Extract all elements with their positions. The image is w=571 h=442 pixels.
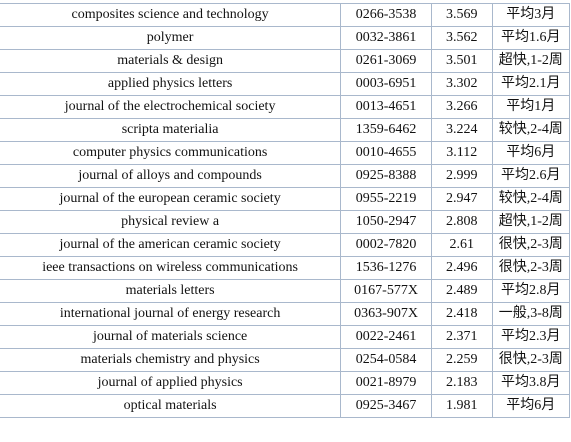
issn: 1359-6462 [340,118,432,142]
review-speed: 平均3月 [491,3,571,27]
journal-name: journal of applied physics [0,371,342,395]
impact-factor: 3.112 [430,141,493,165]
review-speed: 很快,2-3周 [491,256,571,280]
table-row: polymer 0032-3861 3.562 平均1.6月 [0,26,571,50]
issn: 0266-3538 [340,3,432,27]
table-row: international journal of energy research… [0,302,571,326]
issn: 0363-907X [340,302,432,326]
journal-name: journal of alloys and compounds [0,164,342,188]
impact-factor: 3.266 [430,95,493,119]
issn: 0032-3861 [340,26,432,50]
table-row: physical review a 1050-2947 2.808 超快,1-2周 [0,210,571,234]
impact-factor: 2.371 [430,325,493,349]
review-speed: 平均2.8月 [491,279,571,303]
table-row: optical materials 0925-3467 1.981 平均6月 [0,394,571,418]
table-row: journal of the american ceramic society 0… [0,233,571,257]
issn: 0261-3069 [340,49,432,73]
table-row: composites science and technology 0266-35… [0,3,571,27]
table-row: journal of applied physics 0021-8979 2.183… [0,371,571,395]
issn: 1536-1276 [340,256,432,280]
issn: 0925-8388 [340,164,432,188]
table-row: journal of the electrochemical society 00… [0,95,571,119]
impact-factor: 2.947 [430,187,493,211]
impact-factor: 2.999 [430,164,493,188]
impact-factor: 2.183 [430,371,493,395]
issn: 0254-0584 [340,348,432,372]
journal-table: composites science and technology 0266-35… [0,3,571,418]
table-row: ieee transactions on wireless communicat… [0,256,571,280]
journal-name: composites science and technology [0,3,342,27]
review-speed: 平均2.6月 [491,164,571,188]
journal-name: international journal of energy research [0,302,342,326]
journal-name: physical review a [0,210,342,234]
impact-factor: 1.981 [430,394,493,418]
impact-factor: 2.489 [430,279,493,303]
table-row: scripta materialia 1359-6462 3.224 较快,2-4周 [0,118,571,142]
issn: 0955-2219 [340,187,432,211]
table-row: applied physics letters 0003-6951 3.302 平均2… [0,72,571,96]
issn: 0002-7820 [340,233,432,257]
review-speed: 较快,2-4周 [491,118,571,142]
issn: 0013-4651 [340,95,432,119]
table-row: computer physics communications 0010-4655… [0,141,571,165]
review-speed: 一般,3-8周 [491,302,571,326]
journal-name: materials chemistry and physics [0,348,342,372]
journal-name: applied physics letters [0,72,342,96]
impact-factor: 3.569 [430,3,493,27]
journal-name: computer physics communications [0,141,342,165]
review-speed: 平均2.3月 [491,325,571,349]
impact-factor: 3.501 [430,49,493,73]
review-speed: 很快,2-3周 [491,233,571,257]
review-speed: 平均6月 [491,141,571,165]
issn: 0003-6951 [340,72,432,96]
impact-factor: 3.302 [430,72,493,96]
issn: 0021-8979 [340,371,432,395]
review-speed: 平均1月 [491,95,571,119]
review-speed: 较快,2-4周 [491,187,571,211]
review-speed: 平均6月 [491,394,571,418]
review-speed: 很快,2-3周 [491,348,571,372]
journal-name: materials letters [0,279,342,303]
table-row: journal of alloys and compounds 0925-8388… [0,164,571,188]
impact-factor: 2.808 [430,210,493,234]
issn: 0010-4655 [340,141,432,165]
review-speed: 平均1.6月 [491,26,571,50]
table-row: materials & design 0261-3069 3.501 超快,1-2周 [0,49,571,73]
table-row: materials letters 0167-577X 2.489 平均2.8月 [0,279,571,303]
review-speed: 平均2.1月 [491,72,571,96]
review-speed: 超快,1-2周 [491,210,571,234]
impact-factor: 2.61 [430,233,493,257]
journal-name: scripta materialia [0,118,342,142]
journal-name: polymer [0,26,342,50]
journal-name: journal of the american ceramic society [0,233,342,257]
issn: 0167-577X [340,279,432,303]
journal-name: journal of the european ceramic society [0,187,342,211]
impact-factor: 2.259 [430,348,493,372]
review-speed: 超快,1-2周 [491,49,571,73]
impact-factor: 2.418 [430,302,493,326]
impact-factor: 3.224 [430,118,493,142]
journal-name: journal of the electrochemical society [0,95,342,119]
table-row: materials chemistry and physics 0254-0584… [0,348,571,372]
issn: 0022-2461 [340,325,432,349]
journal-name: ieee transactions on wireless communicat… [0,256,342,280]
table-row: journal of materials science 0022-2461 2.3… [0,325,571,349]
journal-name: journal of materials science [0,325,342,349]
impact-factor: 2.496 [430,256,493,280]
impact-factor: 3.562 [430,26,493,50]
journal-name: optical materials [0,394,342,418]
issn: 0925-3467 [340,394,432,418]
issn: 1050-2947 [340,210,432,234]
table-row: journal of the european ceramic society 0… [0,187,571,211]
journal-name: materials & design [0,49,342,73]
review-speed: 平均3.8月 [491,371,571,395]
